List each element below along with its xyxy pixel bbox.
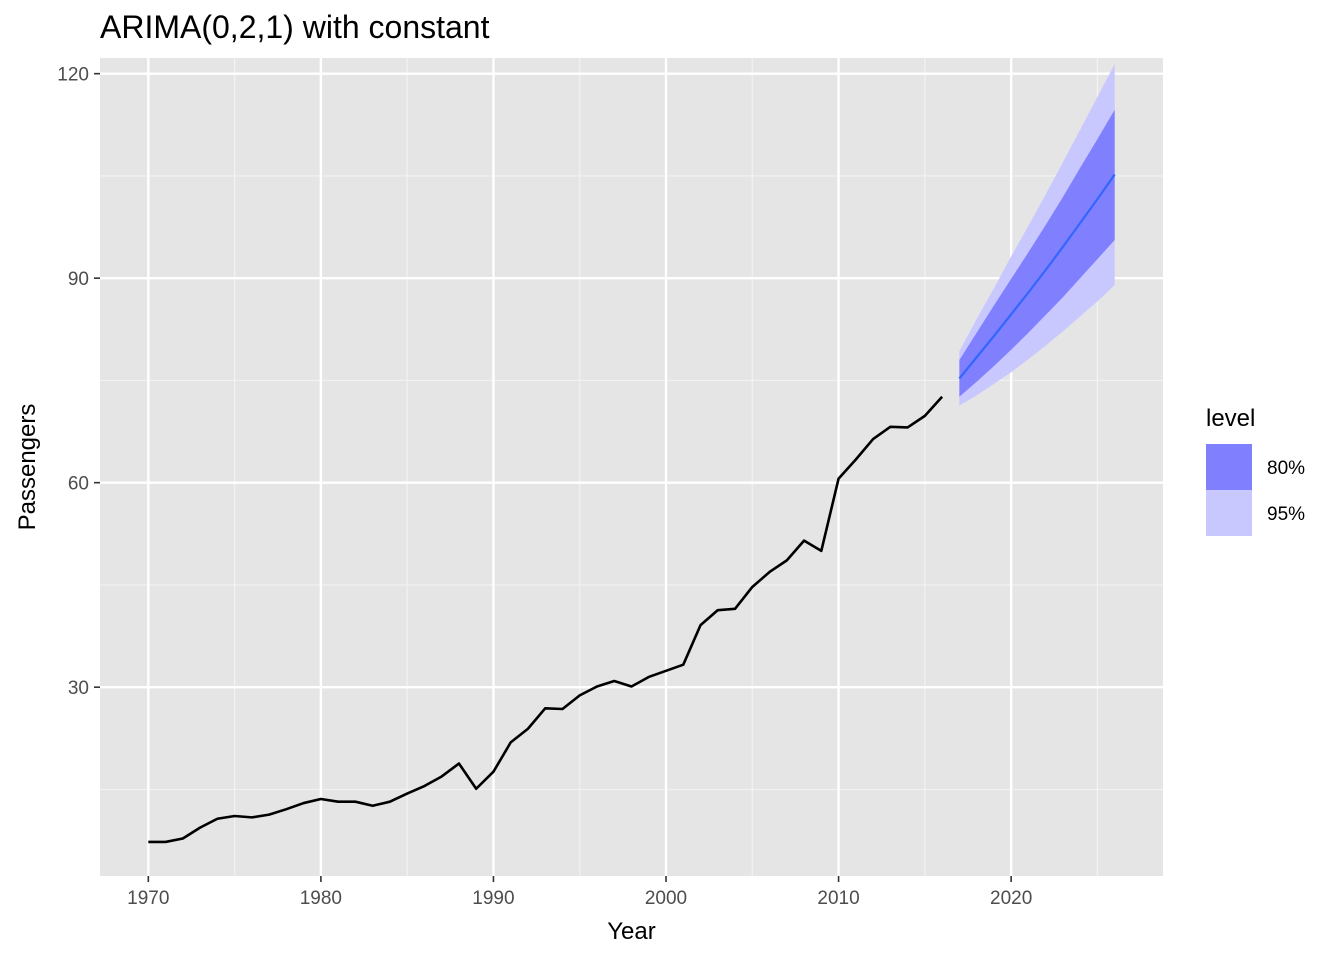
x-tick-label: 2020 (990, 888, 1032, 909)
x-tick-label: 2000 (645, 888, 687, 909)
legend-title: level (1206, 405, 1255, 432)
y-axis-tick-labels: 30 60 90 120 (57, 65, 89, 700)
x-axis-title: Year (607, 918, 656, 945)
x-tick-label: 1970 (127, 888, 169, 909)
x-tick-label: 2010 (817, 888, 859, 909)
legend-label: 80% (1267, 458, 1305, 479)
forecast-intervals (959, 64, 1115, 406)
chart-title: ARIMA(0,2,1) with constant (100, 9, 490, 45)
y-tick-label: 120 (57, 65, 89, 86)
interval-band-80pct (959, 109, 1115, 397)
legend-key-80pct (1206, 444, 1252, 490)
axis-ticks (94, 72, 1012, 882)
x-tick-label: 1990 (472, 888, 514, 909)
y-tick-label: 90 (68, 269, 89, 290)
x-axis-tick-labels: 1970 1980 1990 2000 2010 2020 (127, 888, 1032, 909)
y-axis-title: Passengers (14, 404, 41, 531)
plot-panel (100, 58, 1163, 876)
y-tick-label: 30 (68, 678, 89, 699)
historical-series-line (148, 395, 944, 844)
legend-label: 95% (1267, 504, 1305, 525)
forecast-mean-line (958, 173, 1116, 380)
y-tick-label: 60 (68, 474, 89, 495)
x-tick-label: 1980 (300, 888, 342, 909)
series-lines (148, 173, 1116, 844)
legend-key-95pct (1206, 490, 1252, 536)
legend: level 80% 95% (1206, 405, 1305, 536)
